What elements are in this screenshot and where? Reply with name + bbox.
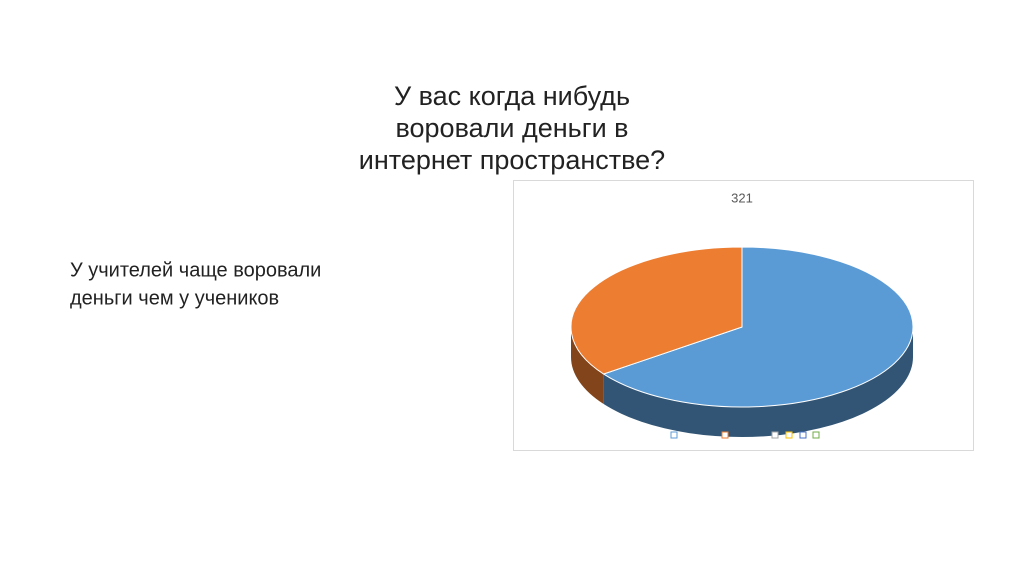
title-line: У вас когда нибудь (394, 81, 630, 111)
pie (570, 246, 914, 437)
legend-swatch (785, 431, 793, 439)
chart-title: 321 (731, 190, 753, 205)
legend (670, 431, 820, 439)
slice (602, 246, 914, 408)
slide-text: У учителей чаще воровали деньги чем у уч… (70, 259, 321, 309)
legend-swatch (771, 431, 779, 439)
title-line: воровали деньги в (395, 113, 628, 143)
title-line: интернет пространстве? (359, 145, 665, 175)
slide-title: У вас когда нибудь воровали деньги в инт… (359, 81, 665, 175)
legend-swatch (670, 431, 678, 439)
slice (570, 246, 743, 375)
slice-side (603, 327, 913, 437)
legend-swatch (812, 431, 820, 439)
legend-swatch (721, 431, 729, 439)
slice-side (571, 327, 604, 405)
text-line: деньги чем у учеников (70, 287, 279, 309)
legend-swatch (799, 431, 807, 439)
text-line: У учителей чаще воровали (70, 259, 321, 281)
